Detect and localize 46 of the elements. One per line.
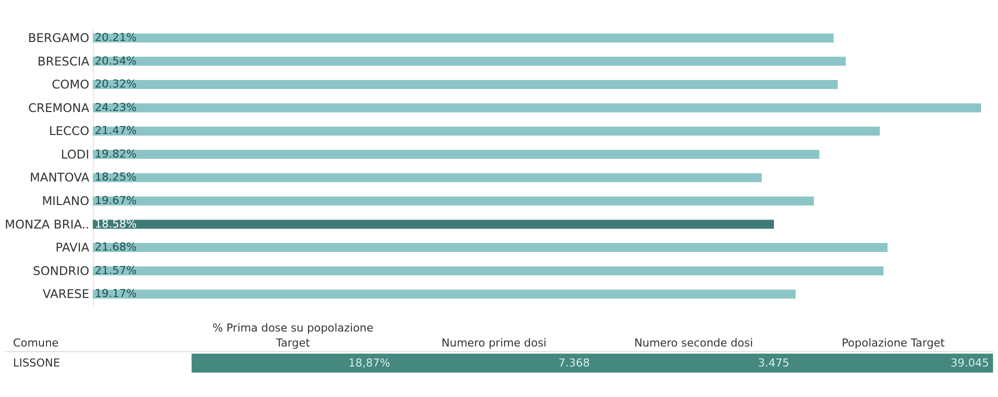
y-tick-label: MONZA BRIA.. — [4, 217, 90, 232]
bar — [92, 150, 820, 159]
y-tick-label: COMO — [52, 78, 90, 92]
data-label: 20.54% — [94, 54, 137, 68]
data-label: 19.67% — [94, 194, 137, 207]
y-tick-label: LODI — [60, 147, 90, 162]
y-tick-label: LECCO — [48, 124, 90, 138]
y-tick-label: BRESCIA — [38, 54, 90, 68]
bar — [92, 196, 814, 206]
text: Popolazione Target — [842, 336, 946, 350]
text: LISSONE — [12, 356, 60, 370]
bar — [92, 56, 846, 66]
text: 7.368 — [558, 356, 590, 370]
text: 39.045 — [950, 356, 990, 370]
bar — [92, 266, 884, 276]
y-tick-label: CREMONA — [28, 100, 90, 115]
text: Numero prime dosi — [442, 336, 546, 350]
y-tick-label: SONDRIO — [32, 264, 90, 278]
y-tick-label: VARESE — [42, 287, 90, 302]
text: Comune — [12, 336, 59, 350]
text: Numero seconde dosi — [634, 336, 754, 350]
data-label: 21.47% — [94, 124, 137, 138]
bar — [92, 80, 838, 90]
data-label: 18.25% — [94, 170, 137, 184]
bar — [92, 173, 762, 182]
y-tick-label: MANTOVA — [30, 170, 90, 185]
bar — [92, 33, 834, 42]
data-label: 21.57% — [94, 264, 137, 277]
data-label: 24.23% — [94, 100, 137, 114]
bar — [92, 220, 774, 229]
bar — [92, 103, 982, 112]
data-label: 20.21% — [94, 30, 137, 44]
bar — [92, 126, 880, 136]
y-tick-label: BERGAMO — [28, 30, 90, 45]
data-label: 21.68% — [94, 240, 137, 254]
text: 3.475 — [758, 356, 790, 370]
data-label: 18.58% — [94, 217, 137, 230]
y-tick-label: MILANO — [42, 194, 90, 208]
data-label: 20.32% — [94, 78, 137, 91]
text: 18,87% — [348, 356, 390, 370]
bar — [92, 243, 888, 252]
y-tick-label: PAVIA — [56, 240, 90, 255]
data-label: 19.17% — [94, 287, 137, 300]
bar — [92, 290, 796, 299]
data-label: 19.82% — [94, 147, 137, 160]
text: % Prima dose su popolazione Target — [212, 322, 374, 350]
